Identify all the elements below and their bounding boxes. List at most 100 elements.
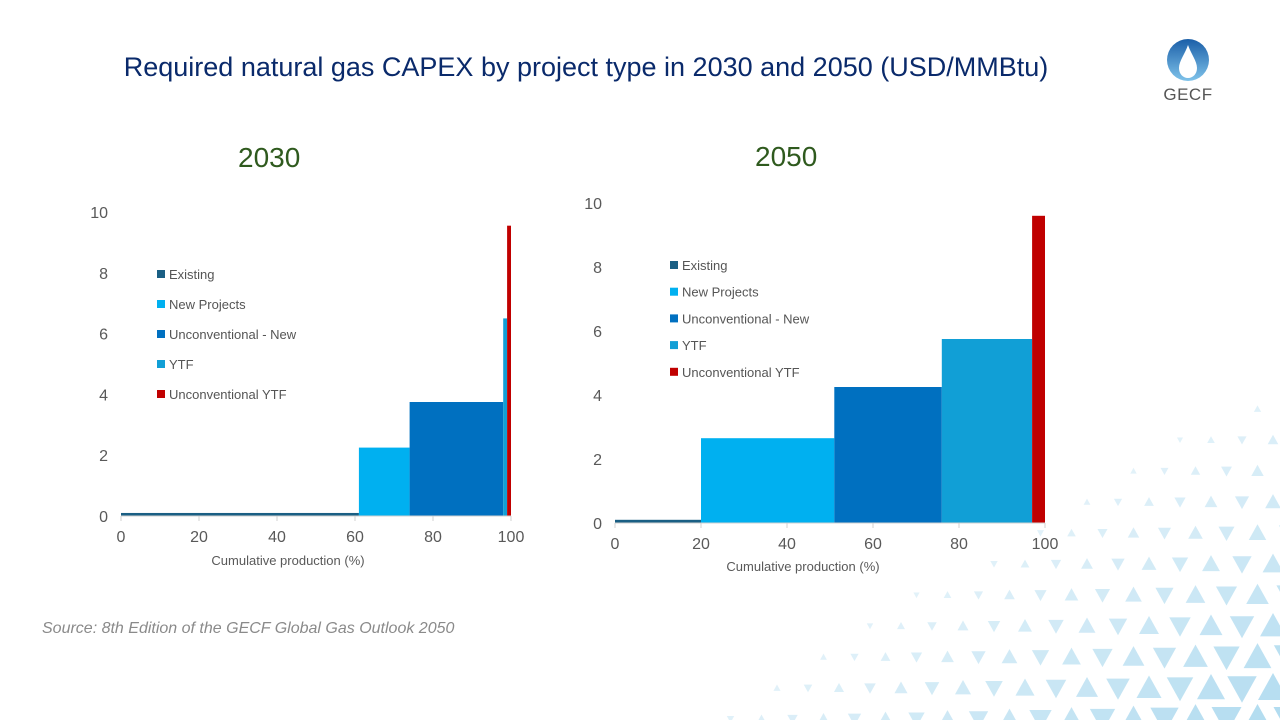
legend-swatch xyxy=(157,330,165,338)
chart-2030: Existing New Projects Unconventional - New… xyxy=(90,205,524,568)
gecf-logo: GECF xyxy=(1160,38,1216,105)
chart-title-2030: 2030 xyxy=(238,142,301,173)
triangle-pattern-decoration xyxy=(726,405,1280,720)
triangle-decoration xyxy=(1150,707,1179,720)
triangle-decoration xyxy=(954,679,972,695)
source-note: Source: 8th Edition of the GECF Global G… xyxy=(42,620,455,637)
y-tick-label: 4 xyxy=(99,387,108,404)
triangle-decoration xyxy=(758,714,765,720)
triangle-decoration xyxy=(1227,676,1257,703)
triangle-decoration xyxy=(1253,405,1262,412)
triangle-decoration xyxy=(1166,677,1194,702)
triangle-decoration xyxy=(1050,559,1062,570)
x-tick-label: 80 xyxy=(950,536,968,553)
triangle-decoration xyxy=(1139,616,1159,634)
y-tick-label: 2 xyxy=(593,452,602,469)
triangle-decoration xyxy=(1188,525,1203,539)
bar-new-projects xyxy=(358,447,410,516)
triangle-decoration xyxy=(1171,557,1189,573)
bar-unconventional-new xyxy=(834,387,942,523)
triangle-decoration xyxy=(971,651,986,665)
triangle-decoration xyxy=(1018,619,1032,632)
triangle-decoration xyxy=(990,561,998,568)
triangle-decoration xyxy=(1144,497,1154,506)
triangle-decoration xyxy=(1078,617,1096,633)
triangle-decoration xyxy=(897,622,905,630)
x-tick-label: 20 xyxy=(692,536,710,553)
triangle-decoration xyxy=(1045,679,1067,699)
triangle-decoration xyxy=(850,653,859,662)
chart-title-2050: 2050 xyxy=(755,141,818,172)
triangle-decoration xyxy=(1215,586,1238,606)
triangle-decoration xyxy=(1174,497,1186,508)
triangle-decoration xyxy=(1248,524,1267,541)
triangle-decoration xyxy=(1036,530,1045,537)
triangle-decoration xyxy=(1097,528,1108,539)
x-tick-label: 40 xyxy=(778,536,796,553)
legend-label: Unconventional YTF xyxy=(169,387,287,402)
bar-existing xyxy=(121,512,359,516)
legend-swatch xyxy=(670,261,678,269)
x-tick-label: 20 xyxy=(190,529,208,546)
triangle-decoration xyxy=(1176,437,1184,444)
triangle-decoration xyxy=(941,650,954,663)
triangle-decoration xyxy=(819,713,828,720)
triangle-decoration xyxy=(1004,589,1015,600)
triangle-decoration xyxy=(866,623,874,630)
bar-new-projects xyxy=(701,438,835,523)
legend-swatch xyxy=(157,360,165,368)
triangle-decoration xyxy=(1089,708,1116,720)
x-tick-label: 60 xyxy=(346,529,364,546)
legend-label: Existing xyxy=(682,258,728,273)
triangle-decoration xyxy=(1062,647,1081,665)
y-tick-label: 0 xyxy=(99,509,108,526)
triangle-decoration xyxy=(787,714,798,720)
triangle-decoration xyxy=(1185,585,1206,603)
triangle-decoration xyxy=(910,652,923,663)
legend-label: New Projects xyxy=(682,285,759,300)
x-tick-label: 80 xyxy=(424,529,442,546)
triangle-decoration xyxy=(1111,558,1125,571)
x-axis-title: Cumulative production (%) xyxy=(211,553,364,568)
triangle-decoration xyxy=(1125,705,1142,720)
triangle-decoration xyxy=(1190,466,1201,475)
y-tick-label: 6 xyxy=(593,324,602,341)
triangle-decoration xyxy=(1204,495,1218,508)
logo-text: GECF xyxy=(1163,85,1213,104)
triangle-decoration xyxy=(1152,647,1177,669)
y-tick-label: 0 xyxy=(593,516,602,533)
triangle-decoration xyxy=(820,653,827,660)
y-tick-label: 6 xyxy=(99,327,108,344)
legend-label: Unconventional YTF xyxy=(682,365,800,380)
legend-swatch xyxy=(670,341,678,350)
triangle-decoration xyxy=(1127,527,1140,538)
triangle-decoration xyxy=(1130,467,1137,474)
triangle-decoration xyxy=(1183,644,1208,667)
triangle-decoration xyxy=(1157,527,1172,540)
triangle-decoration xyxy=(1258,673,1280,700)
triangle-decoration xyxy=(1136,675,1162,699)
legend-label: YTF xyxy=(682,338,707,353)
triangle-decoration xyxy=(773,684,781,691)
triangle-decoration xyxy=(1276,585,1280,592)
chart-2050: Existing New Projects Unconventional - New… xyxy=(584,196,1058,574)
triangle-decoration xyxy=(1186,704,1205,720)
x-tick-label: 60 xyxy=(864,536,882,553)
triangle-decoration xyxy=(924,682,940,696)
legend-swatch xyxy=(670,287,678,296)
legend-label: Unconventional - New xyxy=(169,327,297,342)
triangle-decoration xyxy=(1207,436,1215,444)
triangle-decoration xyxy=(1160,467,1169,475)
legend-label: YTF xyxy=(169,357,194,372)
triangle-decoration xyxy=(927,622,937,631)
triangle-decoration xyxy=(1265,494,1280,509)
triangle-decoration xyxy=(1083,498,1091,505)
triangle-decoration xyxy=(1246,583,1269,605)
triangle-decoration xyxy=(1015,678,1035,696)
triangle-decoration xyxy=(1034,590,1047,602)
legend-label: Unconventional - New xyxy=(682,311,810,326)
triangle-decoration xyxy=(1155,587,1174,605)
triangle-decoration xyxy=(968,711,989,720)
x-axis-title: Cumulative production (%) xyxy=(726,559,879,574)
